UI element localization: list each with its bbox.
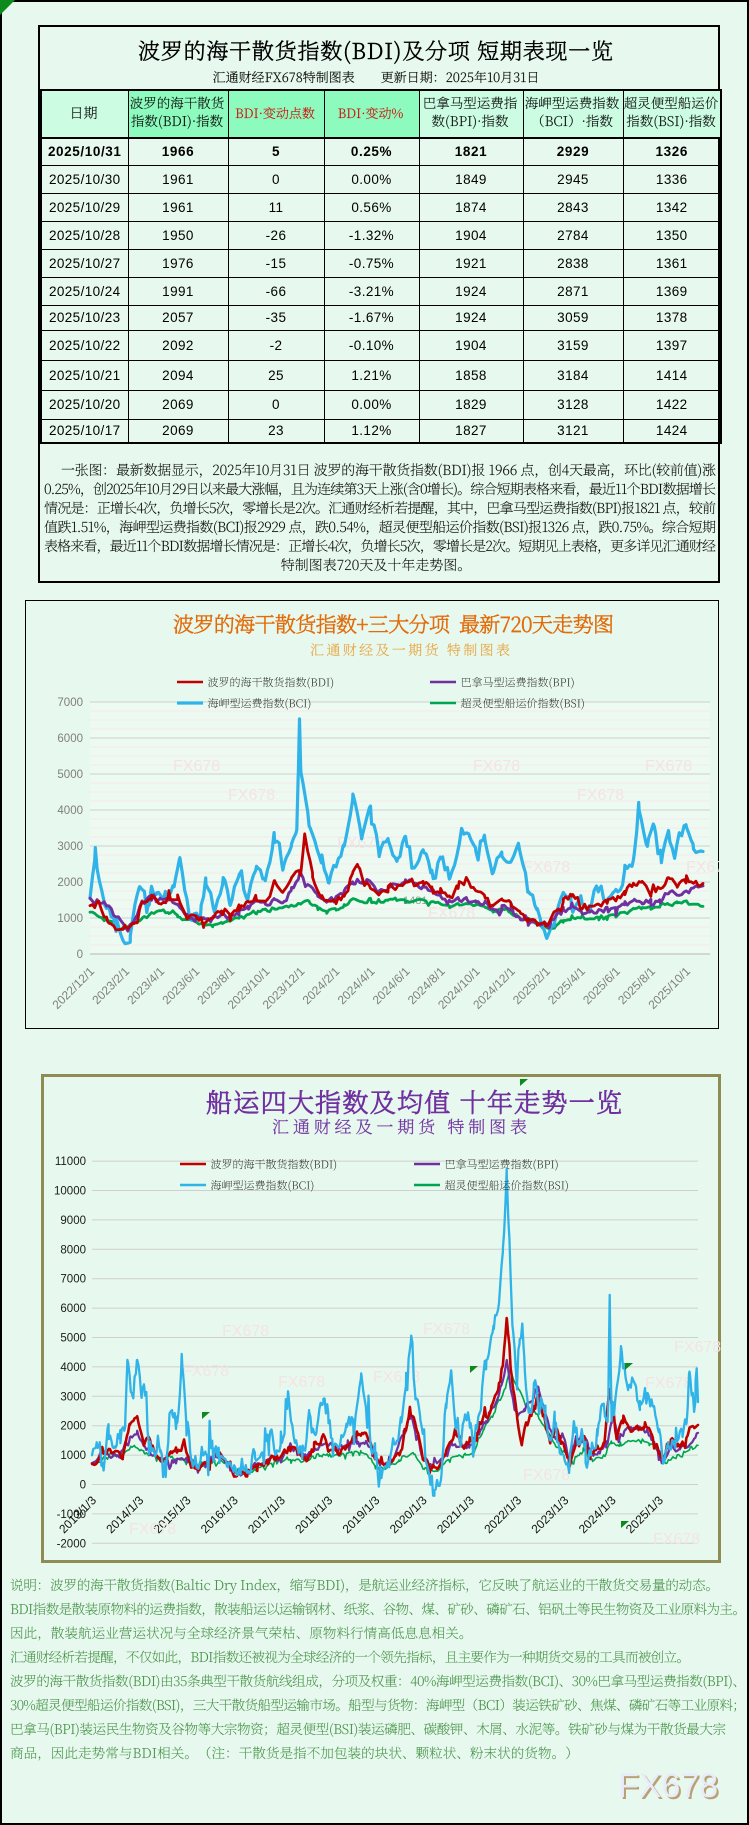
svg-text:FX678: FX678 bbox=[653, 1531, 700, 1548]
svg-text:5000: 5000 bbox=[57, 769, 83, 781]
svg-text:4000: 4000 bbox=[60, 1362, 86, 1374]
svg-text:3000: 3000 bbox=[57, 841, 83, 853]
svg-text:2022/12/1: 2022/12/1 bbox=[49, 964, 97, 1012]
svg-text:FX678: FX678 bbox=[228, 787, 275, 804]
svg-text:10000: 10000 bbox=[54, 1186, 86, 1198]
svg-text:9000: 9000 bbox=[60, 1215, 86, 1227]
svg-text:6000: 6000 bbox=[60, 1303, 86, 1315]
svg-text:0: 0 bbox=[80, 1480, 86, 1492]
svg-text:2024/2/1: 2024/2/1 bbox=[300, 964, 343, 1007]
svg-text:2023/1/3: 2023/1/3 bbox=[528, 1493, 571, 1536]
svg-text:2024/1/3: 2024/1/3 bbox=[576, 1493, 619, 1536]
svg-text:1000: 1000 bbox=[60, 1450, 86, 1462]
svg-text:FX678: FX678 bbox=[645, 1375, 692, 1392]
svg-text:2019/1/3: 2019/1/3 bbox=[340, 1493, 383, 1536]
svg-text:2025/1/3: 2025/1/3 bbox=[623, 1493, 666, 1536]
svg-text:FX678: FX678 bbox=[473, 758, 520, 775]
svg-text:-2000: -2000 bbox=[57, 1538, 86, 1550]
svg-text:FX678: FX678 bbox=[222, 1323, 269, 1340]
svg-text:FX678: FX678 bbox=[523, 859, 570, 876]
svg-text:7000: 7000 bbox=[60, 1274, 86, 1286]
svg-text:FX678: FX678 bbox=[645, 758, 692, 775]
svg-text:FX678: FX678 bbox=[428, 905, 475, 922]
svg-text:4000: 4000 bbox=[57, 805, 83, 817]
svg-text:2021/1/3: 2021/1/3 bbox=[434, 1493, 477, 1536]
svg-text:FX678: FX678 bbox=[129, 1521, 176, 1538]
svg-text:FX678: FX678 bbox=[423, 1321, 470, 1338]
svg-text:FX678: FX678 bbox=[674, 1339, 721, 1356]
svg-text:2022/1/3: 2022/1/3 bbox=[481, 1493, 524, 1536]
svg-text:FX678: FX678 bbox=[577, 787, 624, 804]
svg-text:2017/1/3: 2017/1/3 bbox=[245, 1493, 288, 1536]
svg-text:8000: 8000 bbox=[60, 1244, 86, 1256]
svg-text:2023/2/1: 2023/2/1 bbox=[89, 964, 132, 1007]
svg-text:2024/6/1: 2024/6/1 bbox=[370, 964, 413, 1007]
svg-text:2020/1/3: 2020/1/3 bbox=[387, 1493, 430, 1536]
svg-text:7000: 7000 bbox=[57, 697, 83, 709]
svg-text:FX678: FX678 bbox=[278, 1374, 325, 1391]
svg-text:2018/1/3: 2018/1/3 bbox=[292, 1493, 335, 1536]
svg-text:2024/4/1: 2024/4/1 bbox=[335, 964, 378, 1007]
svg-text:-1000: -1000 bbox=[57, 1509, 86, 1521]
svg-text:FX678: FX678 bbox=[337, 835, 384, 852]
svg-text:2000: 2000 bbox=[57, 877, 83, 889]
svg-text:2016/1/3: 2016/1/3 bbox=[198, 1493, 241, 1536]
svg-text:2000: 2000 bbox=[60, 1421, 86, 1433]
svg-text:6000: 6000 bbox=[57, 733, 83, 745]
svg-text:FX678: FX678 bbox=[686, 859, 719, 876]
svg-text:11000: 11000 bbox=[55, 1156, 86, 1168]
svg-text:2025/2/1: 2025/2/1 bbox=[510, 964, 553, 1007]
svg-text:FX678: FX678 bbox=[182, 1363, 229, 1380]
svg-text:0: 0 bbox=[77, 949, 83, 961]
svg-text:5000: 5000 bbox=[60, 1333, 86, 1345]
svg-text:2025/4/1: 2025/4/1 bbox=[545, 964, 588, 1007]
svg-text:2023/6/1: 2023/6/1 bbox=[159, 964, 202, 1007]
svg-text:2023/4/1: 2023/4/1 bbox=[124, 964, 167, 1007]
svg-text:2025/6/1: 2025/6/1 bbox=[580, 964, 623, 1007]
svg-text:FX678: FX678 bbox=[523, 1467, 570, 1484]
svg-text:1000: 1000 bbox=[57, 913, 83, 925]
svg-text:3000: 3000 bbox=[60, 1391, 86, 1403]
svg-text:FX678: FX678 bbox=[173, 758, 220, 775]
